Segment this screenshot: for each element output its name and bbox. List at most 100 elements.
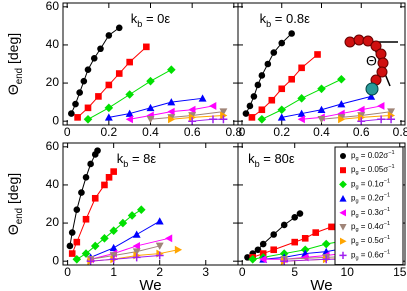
marker: [164, 234, 173, 243]
legend-label: pg = 0.02σ−1: [351, 150, 395, 162]
x-tick-label: 2: [156, 265, 163, 279]
y-tick-label: 60: [46, 0, 60, 13]
marker: [297, 109, 306, 117]
marker: [68, 229, 76, 236]
marker: [188, 117, 197, 126]
x-tick-label: 10: [341, 265, 355, 279]
marker: [280, 257, 289, 266]
marker: [270, 49, 278, 56]
marker: [95, 93, 102, 100]
x-tick-label: 0.6: [184, 125, 201, 139]
panel-label: kb = 0ε: [131, 11, 171, 29]
marker: [270, 231, 278, 238]
marker: [198, 94, 207, 102]
marker: [314, 51, 321, 58]
marker: [257, 114, 267, 124]
marker: [82, 215, 90, 223]
marker: [248, 254, 257, 264]
marker: [301, 253, 309, 262]
marker: [242, 110, 250, 117]
marker: [167, 107, 175, 116]
series-line: [90, 220, 160, 258]
marker: [66, 242, 74, 250]
marker: [188, 105, 196, 114]
marker: [250, 93, 258, 100]
marker: [297, 94, 306, 103]
x-tick-label: 0.8: [225, 125, 242, 139]
marker: [97, 45, 104, 53]
marker: [110, 168, 117, 175]
marker: [143, 43, 150, 51]
marker: [209, 115, 217, 124]
y-tick-label: 20: [46, 215, 60, 229]
bead: [375, 48, 387, 60]
marker: [72, 254, 82, 264]
marker: [338, 115, 346, 124]
series-line: [90, 237, 170, 260]
legend-label: pg = 0.6σ−1: [351, 250, 390, 262]
marker: [367, 92, 376, 100]
marker: [167, 98, 176, 106]
marker: [132, 253, 141, 262]
marker: [132, 248, 141, 256]
marker: [74, 114, 81, 121]
y-tick-label: 40: [46, 37, 60, 51]
marker: [127, 211, 137, 220]
series-line: [321, 111, 392, 120]
marker: [68, 110, 75, 117]
marker: [125, 90, 134, 99]
marker: [76, 89, 83, 96]
y-tick-label: 0: [52, 113, 59, 127]
marker: [339, 195, 347, 202]
x-tick-label: 1: [110, 265, 117, 279]
marker: [340, 237, 347, 245]
x-axis-label: We: [139, 277, 161, 291]
marker: [337, 100, 346, 108]
marker: [115, 70, 123, 77]
panel-label: kb = 8ε: [117, 151, 157, 169]
marker: [288, 30, 295, 37]
series-line: [281, 95, 372, 118]
marker: [321, 239, 331, 249]
x-tick-label: 0.2: [273, 125, 290, 139]
marker: [146, 103, 155, 112]
marker: [280, 221, 288, 229]
marker: [90, 241, 100, 251]
marker: [246, 102, 254, 110]
series-line: [252, 239, 348, 260]
marker: [90, 54, 98, 62]
marker: [126, 58, 133, 66]
marker: [339, 251, 347, 259]
y-axis-label: Θend [deg]: [5, 173, 25, 235]
marker: [101, 181, 108, 189]
marker: [168, 115, 176, 124]
marker: [174, 245, 183, 254]
series-line: [70, 27, 120, 114]
marker: [73, 206, 81, 214]
marker: [209, 101, 217, 110]
marker: [155, 217, 164, 225]
marker: [317, 115, 326, 124]
marker: [91, 194, 99, 202]
marker: [87, 160, 94, 168]
marker: [167, 65, 176, 75]
marker: [301, 235, 309, 242]
marker: [254, 81, 262, 89]
y-tick-label: 40: [46, 177, 60, 191]
y-tick-label: 0: [52, 253, 59, 267]
marker: [155, 251, 164, 260]
marker: [312, 229, 320, 236]
marker: [291, 238, 299, 246]
bead: [377, 57, 389, 69]
x-tick-label: 0.8: [393, 125, 407, 139]
x-tick-label: 0.2: [100, 125, 117, 139]
marker: [86, 257, 95, 266]
marker: [155, 242, 164, 250]
marker: [105, 32, 113, 39]
marker: [254, 246, 262, 254]
legend-label: pg = 0.4σ−1: [351, 221, 390, 233]
marker: [132, 241, 140, 250]
marker: [81, 249, 91, 258]
marker: [259, 240, 267, 248]
